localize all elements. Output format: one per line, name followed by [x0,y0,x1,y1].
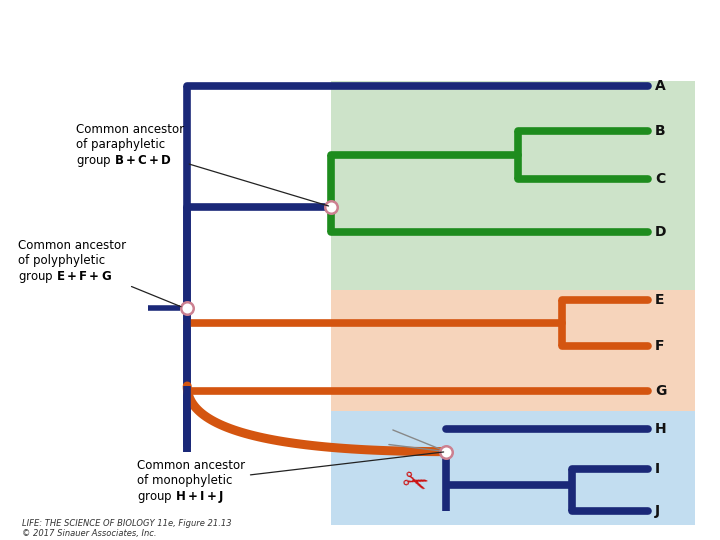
FancyBboxPatch shape [331,290,695,411]
Text: Common ancestor
of paraphyletic
group $\bf{B + C + D}$: Common ancestor of paraphyletic group $\… [76,123,328,206]
Text: Figure 21.13  Monophyletic, Polyphyletic, and Paraphyletic Groups: Figure 21.13 Monophyletic, Polyphyletic,… [9,10,493,25]
Text: H: H [655,422,667,436]
Text: B: B [655,124,666,138]
Text: A: A [655,79,666,92]
Text: Common ancestor
of polyphyletic
group $\bf{E + F + G}$: Common ancestor of polyphyletic group $\… [18,239,181,307]
Text: G: G [655,384,667,398]
Text: E: E [655,293,665,307]
Text: I: I [655,462,660,476]
FancyBboxPatch shape [331,411,695,525]
Text: D: D [655,225,667,239]
FancyBboxPatch shape [331,80,695,290]
Text: LIFE: THE SCIENCE OF BIOLOGY 11e, Figure 21.13
© 2017 Sinauer Associates, Inc.: LIFE: THE SCIENCE OF BIOLOGY 11e, Figure… [22,519,231,538]
Text: F: F [655,339,665,353]
Text: C: C [655,172,665,186]
Text: Common ancestor
of monophyletic
group $\bf{H + I + J}$: Common ancestor of monophyletic group $\… [137,452,444,505]
Text: ✂: ✂ [397,467,431,502]
Text: J: J [655,504,660,518]
